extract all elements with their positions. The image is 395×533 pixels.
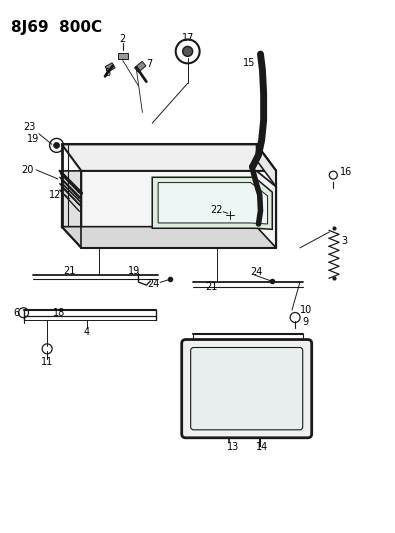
Polygon shape (256, 144, 276, 187)
Circle shape (54, 142, 60, 148)
Text: 16: 16 (340, 167, 352, 177)
Text: 12: 12 (49, 190, 61, 200)
Text: 4: 4 (83, 327, 90, 337)
Text: 10: 10 (300, 305, 312, 315)
Bar (105, 63, 115, 72)
Bar (224, 210, 236, 220)
Bar (135, 61, 146, 72)
Circle shape (182, 46, 193, 56)
Polygon shape (158, 183, 267, 224)
Text: 14: 14 (256, 442, 269, 452)
Text: 21: 21 (205, 281, 218, 292)
FancyBboxPatch shape (191, 348, 303, 430)
Polygon shape (62, 171, 81, 245)
Text: 3: 3 (341, 236, 347, 246)
Polygon shape (62, 144, 276, 171)
Text: 11: 11 (41, 357, 53, 367)
Text: 8J69  800C: 8J69 800C (11, 20, 102, 35)
Text: 19: 19 (128, 266, 140, 276)
Text: 8: 8 (104, 68, 110, 78)
Polygon shape (152, 177, 272, 229)
Text: 18: 18 (53, 308, 65, 318)
Text: 5: 5 (222, 345, 228, 356)
Text: 6: 6 (13, 308, 19, 318)
Polygon shape (81, 171, 276, 248)
Text: 20: 20 (21, 165, 34, 175)
Text: 22: 22 (210, 205, 223, 215)
Text: 2: 2 (120, 34, 126, 44)
Text: 23: 23 (23, 123, 35, 132)
Text: 15: 15 (243, 58, 256, 68)
Text: 13: 13 (227, 442, 239, 452)
Bar (118, 53, 128, 59)
Text: 7: 7 (147, 59, 152, 69)
Text: 17: 17 (181, 33, 194, 43)
Text: 24: 24 (250, 267, 263, 277)
Text: 24: 24 (147, 279, 160, 289)
Circle shape (50, 139, 64, 152)
FancyBboxPatch shape (182, 340, 312, 438)
Text: 9: 9 (303, 317, 309, 327)
Text: 21: 21 (63, 266, 76, 276)
Polygon shape (62, 227, 276, 248)
Text: 19: 19 (27, 134, 39, 144)
